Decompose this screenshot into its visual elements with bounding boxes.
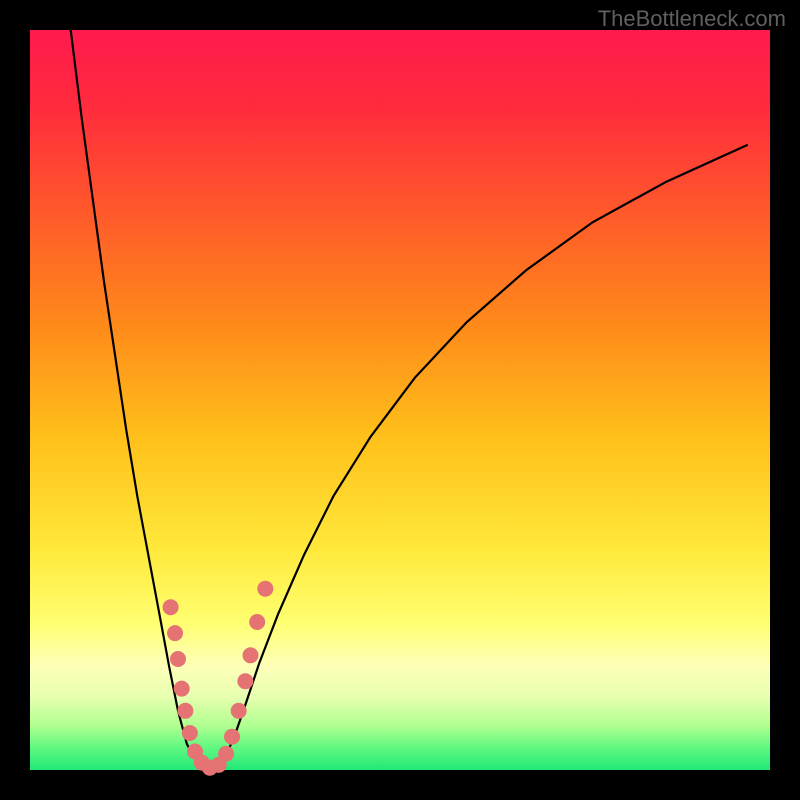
data-marker <box>174 681 190 697</box>
data-marker <box>257 581 273 597</box>
data-marker <box>249 614 265 630</box>
chart-container: TheBottleneck.com <box>0 0 800 800</box>
data-marker <box>243 647 259 663</box>
bottleneck-chart-svg <box>0 0 800 800</box>
data-marker <box>170 651 186 667</box>
watermark-text: TheBottleneck.com <box>598 6 786 32</box>
data-marker <box>163 599 179 615</box>
plot-gradient-background <box>30 30 770 770</box>
data-marker <box>167 625 183 641</box>
data-marker <box>224 729 240 745</box>
data-marker <box>177 703 193 719</box>
data-marker <box>182 725 198 741</box>
data-marker <box>231 703 247 719</box>
data-marker <box>218 746 234 762</box>
data-marker <box>237 673 253 689</box>
